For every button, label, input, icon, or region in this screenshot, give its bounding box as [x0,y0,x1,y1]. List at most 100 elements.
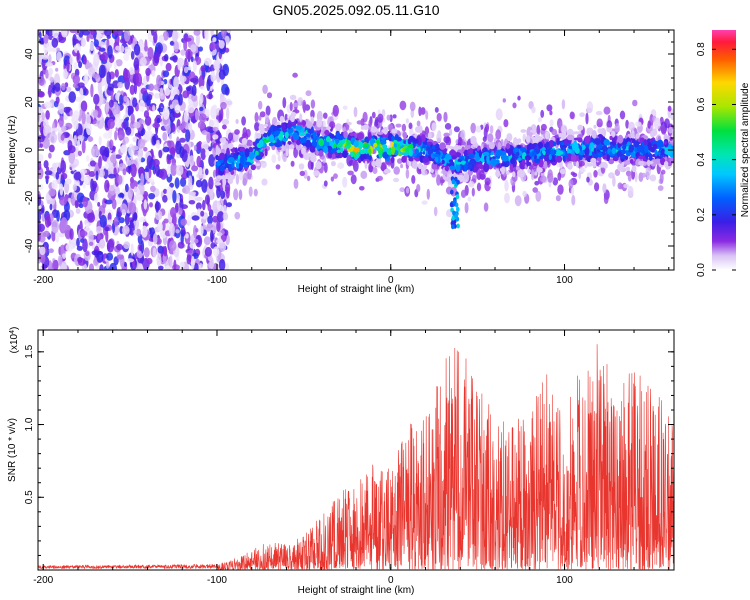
halo-blob [246,139,253,147]
noise-blob [76,139,81,148]
ridge-blob [543,153,550,162]
noise-blob [162,106,170,120]
halo-blob [504,179,509,192]
noise-blob [152,247,157,258]
snr-panel: -200 -100 0 100 0.5 1.0 1.5 Height of straight… [7,327,675,596]
noise-blob [195,228,199,233]
halo-blob [399,100,407,111]
noise-blob [177,57,185,68]
noise-blob [43,125,48,137]
halo-blob [436,112,442,122]
noise-blob [140,173,145,187]
noise-blob [145,130,153,138]
noise-blob [200,65,206,72]
ridge-blob [550,149,555,155]
noise-blob [192,60,197,72]
noise-blob [117,81,124,89]
halo-blob [485,123,489,133]
noise-blob [209,188,214,201]
noise-blob [69,110,73,117]
ridge-blob [598,164,605,168]
noise-blob [123,262,127,267]
ridge-blob [558,132,563,138]
noise-blob [61,83,66,91]
noise-blob [113,167,117,177]
halo-blob [555,195,561,202]
ridge-blob [577,137,583,143]
ridge-blob [330,161,336,167]
noise-blob [49,76,55,83]
halo-blob [305,90,312,97]
halo-blob [265,114,269,124]
ridge-blob [663,141,667,145]
ridge-blob [565,153,569,159]
noise-blob [163,218,169,224]
noise-blob [102,168,109,179]
ridge-blob [490,157,497,167]
ridge-blob [326,136,331,143]
ridge-blob [464,163,468,172]
ridge-blob [347,122,352,125]
ridge-blob [287,123,293,128]
ridge-blob [226,147,230,156]
colorbar-label: Normalized spectral amplitude [740,82,750,217]
halo-blob [495,108,503,121]
ridge-blob [344,145,351,149]
noise-blob [116,196,123,205]
ridge-blob [397,158,403,164]
noise-blob [107,193,112,199]
halo-blob [502,98,506,103]
noise-blob [159,87,164,97]
halo-blob [436,174,441,186]
ridge-blob [567,163,573,170]
noise-blob [121,225,130,235]
noise-blob [77,134,85,142]
noise-blob [143,110,150,119]
noise-blob [177,241,185,249]
noise-blob [108,139,114,149]
ridge-blob [647,159,651,167]
ridge-blob [350,151,355,158]
halo-blob [368,119,373,128]
ridge-blob [570,154,577,162]
noise-blob [125,106,129,118]
halo-blob [258,115,262,121]
noise-blob [199,225,204,236]
ridge-blob [435,143,440,150]
ridge-blob [427,132,432,140]
halo-blob [371,111,376,119]
noise-blob [204,246,212,257]
x-tick-label: 100 [556,275,573,286]
ridge-blob [285,148,289,157]
halo-blob [586,176,590,183]
noise-blob [46,62,53,67]
halo-blob [377,109,381,115]
halo-blob [332,104,339,117]
noise-blob [138,100,146,112]
noise-blob [204,65,209,73]
noise-blob [68,91,76,103]
noise-blob [210,229,214,241]
halo-blob [579,167,586,173]
noise-blob [156,117,161,124]
noise-blob [79,230,88,237]
noise-blob [61,30,68,38]
noise-blob [122,168,127,176]
halo-blob [266,92,273,99]
noise-blob [73,120,79,130]
ridge-blob [594,138,601,145]
ridge-blob [590,157,597,164]
halo-blob [468,180,475,188]
noise-blob [180,49,186,56]
halo-blob [262,84,268,95]
ridge-blob [648,154,653,161]
ridge-blob [603,162,608,169]
noise-blob [181,149,188,163]
noise-blob [94,192,99,203]
noise-blob [209,42,217,51]
noise-blob [219,241,227,252]
noise-blob [86,155,90,162]
ridge-blob [603,139,610,146]
ridge-blob [364,160,368,169]
